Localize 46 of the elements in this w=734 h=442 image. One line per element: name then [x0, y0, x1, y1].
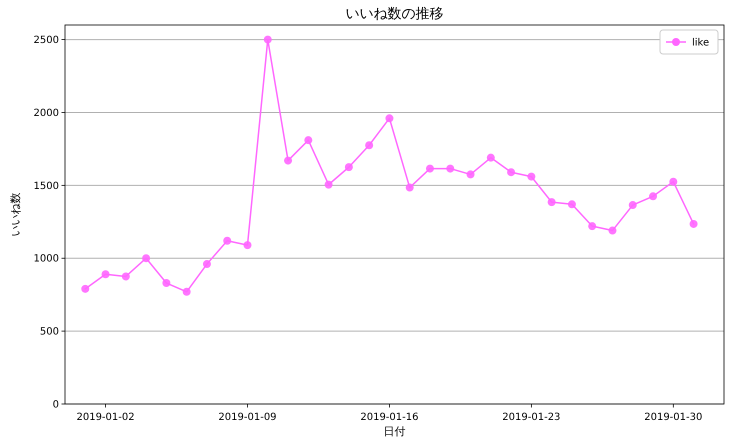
- ytick: 0: [52, 400, 59, 410]
- point: [324, 180, 333, 189]
- point: [202, 260, 211, 268]
- point: [385, 114, 394, 122]
- point: [223, 236, 232, 245]
- xtick: 2019-01-02: [76, 412, 135, 423]
- point: [122, 272, 130, 280]
- point: [608, 226, 616, 235]
- point: [142, 254, 150, 262]
- point: [446, 164, 454, 173]
- legend-label: like: [692, 38, 710, 48]
- title: いいね数の推移: [346, 5, 444, 21]
- point: [304, 136, 312, 144]
- point: [568, 200, 576, 208]
- ytick: 2000: [34, 108, 59, 119]
- point: [102, 270, 110, 278]
- xtick: 2019-01-30: [644, 412, 702, 423]
- ylabel: いいね数: [10, 192, 22, 236]
- xlabel: 日付: [384, 426, 406, 438]
- ytick: 1000: [34, 254, 59, 265]
- point: [284, 156, 292, 165]
- ytick: 500: [40, 326, 59, 338]
- point: [162, 279, 170, 288]
- point: [466, 170, 475, 178]
- point: [365, 141, 374, 150]
- ytick: 2500: [34, 35, 59, 46]
- ytick: 1500: [34, 180, 59, 192]
- point: [182, 288, 191, 296]
- xtick: 2019-01-16: [360, 412, 418, 423]
- point: [81, 284, 90, 293]
- point: [507, 168, 516, 176]
- point: [344, 163, 353, 172]
- point: [527, 172, 536, 181]
- xtick: 2019-01-09: [218, 412, 277, 423]
- point: [588, 222, 596, 230]
- point: [690, 220, 698, 228]
- point: [406, 184, 414, 192]
- point: [426, 164, 434, 173]
- point: [669, 178, 678, 186]
- point: [264, 36, 272, 44]
- point: [486, 154, 495, 162]
- point: [548, 198, 556, 206]
- point: [243, 241, 252, 250]
- point: [628, 201, 637, 210]
- point: [649, 192, 658, 200]
- xtick: 2019-01-23: [502, 412, 560, 423]
